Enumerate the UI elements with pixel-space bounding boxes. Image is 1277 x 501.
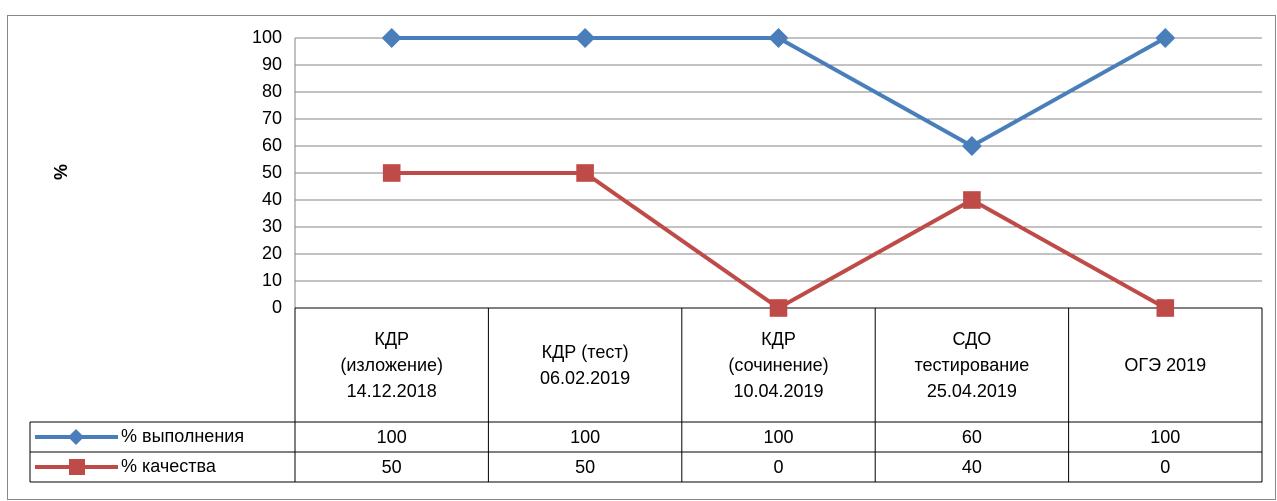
- y-tick-label: 30: [262, 216, 282, 236]
- marker: [1155, 28, 1176, 48]
- y-tick-label: 10: [262, 270, 282, 290]
- table-value: 100: [376, 427, 407, 447]
- marker: [768, 28, 789, 48]
- y-tick-label: 40: [262, 189, 282, 209]
- table-value: 100: [570, 427, 601, 447]
- marker: [961, 136, 982, 156]
- y-tick-label: 50: [262, 162, 282, 182]
- marker: [1156, 299, 1175, 317]
- marker: [963, 191, 981, 209]
- legend-marker: [68, 429, 84, 445]
- y-tick-label: 80: [262, 81, 282, 101]
- y-tick-label: 100: [252, 27, 282, 47]
- y-tick-label: 60: [262, 135, 282, 155]
- x-tick-label: КДР (сочинение) 10.04.2019: [728, 329, 829, 401]
- marker: [381, 28, 402, 48]
- table-value: 50: [381, 457, 402, 477]
- table-value: 0: [1160, 457, 1171, 477]
- y-tick-label: 70: [262, 108, 282, 128]
- x-tick-label: ОГЭ 2019: [1124, 355, 1207, 375]
- marker: [575, 28, 596, 48]
- x-tick-label: КДР (тест) 06.02.2019: [540, 342, 631, 388]
- x-tick-label: КДР (изложение) 14.12.2018: [340, 329, 444, 401]
- y-axis-label: %: [51, 164, 71, 180]
- table-value: 50: [575, 457, 596, 477]
- table-value: 60: [961, 427, 982, 447]
- table-value: 100: [1150, 427, 1181, 447]
- legend-marker: [69, 459, 85, 475]
- legend-label: % качества: [121, 456, 217, 476]
- x-tick-label: СДО тестирование 25.04.2019: [914, 329, 1030, 401]
- y-tick-label: 0: [272, 297, 282, 317]
- y-tick-label: 90: [262, 54, 282, 74]
- table-value: 100: [763, 427, 794, 447]
- table-value: 0: [773, 457, 784, 477]
- table-value: 40: [961, 457, 982, 477]
- marker: [769, 299, 788, 317]
- marker: [382, 164, 401, 182]
- marker: [576, 164, 594, 182]
- y-tick-label: 20: [262, 243, 282, 263]
- legend-label: % выполнения: [121, 426, 244, 446]
